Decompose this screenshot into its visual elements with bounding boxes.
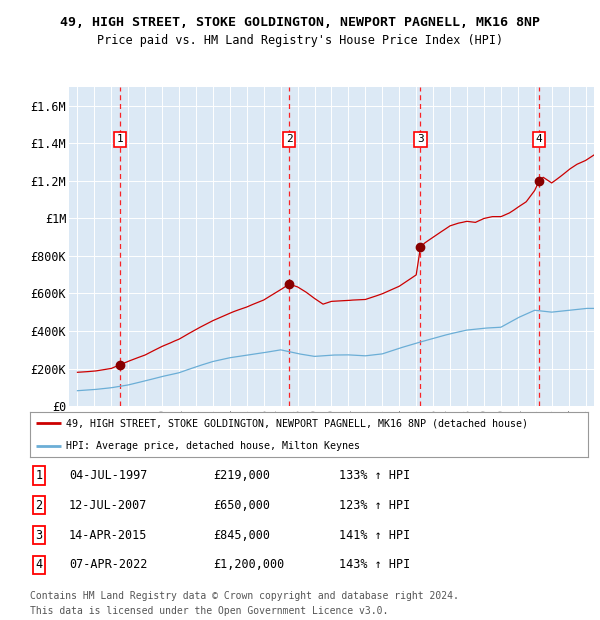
Text: £650,000: £650,000 xyxy=(213,499,270,511)
Text: 49, HIGH STREET, STOKE GOLDINGTON, NEWPORT PAGNELL, MK16 8NP (detached house): 49, HIGH STREET, STOKE GOLDINGTON, NEWPO… xyxy=(66,418,528,428)
Text: £219,000: £219,000 xyxy=(213,469,270,482)
Text: 12-JUL-2007: 12-JUL-2007 xyxy=(69,499,148,511)
Text: 3: 3 xyxy=(417,135,424,144)
Text: £845,000: £845,000 xyxy=(213,529,270,541)
Text: Contains HM Land Registry data © Crown copyright and database right 2024.: Contains HM Land Registry data © Crown c… xyxy=(30,591,459,601)
Text: 123% ↑ HPI: 123% ↑ HPI xyxy=(339,499,410,511)
Text: 49, HIGH STREET, STOKE GOLDINGTON, NEWPORT PAGNELL, MK16 8NP: 49, HIGH STREET, STOKE GOLDINGTON, NEWPO… xyxy=(60,16,540,29)
Text: 133% ↑ HPI: 133% ↑ HPI xyxy=(339,469,410,482)
Text: 1: 1 xyxy=(35,469,43,482)
Text: 2: 2 xyxy=(286,135,293,144)
Text: 04-JUL-1997: 04-JUL-1997 xyxy=(69,469,148,482)
Text: 07-APR-2022: 07-APR-2022 xyxy=(69,559,148,571)
Text: 4: 4 xyxy=(35,559,43,571)
Text: Price paid vs. HM Land Registry's House Price Index (HPI): Price paid vs. HM Land Registry's House … xyxy=(97,34,503,47)
Text: 2: 2 xyxy=(35,499,43,511)
Text: 4: 4 xyxy=(536,135,542,144)
Text: 14-APR-2015: 14-APR-2015 xyxy=(69,529,148,541)
Text: This data is licensed under the Open Government Licence v3.0.: This data is licensed under the Open Gov… xyxy=(30,606,388,616)
Text: 1: 1 xyxy=(116,135,123,144)
Text: 3: 3 xyxy=(35,529,43,541)
Text: 143% ↑ HPI: 143% ↑ HPI xyxy=(339,559,410,571)
Text: £1,200,000: £1,200,000 xyxy=(213,559,284,571)
Text: 141% ↑ HPI: 141% ↑ HPI xyxy=(339,529,410,541)
Text: HPI: Average price, detached house, Milton Keynes: HPI: Average price, detached house, Milt… xyxy=(66,441,360,451)
